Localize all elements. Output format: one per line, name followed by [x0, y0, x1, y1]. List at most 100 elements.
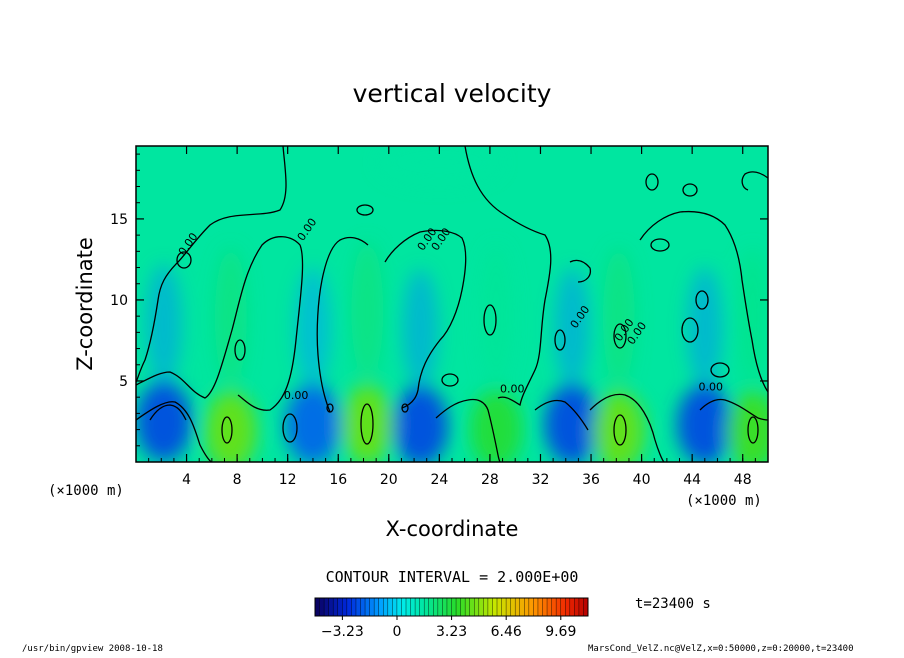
colorbar-cell: [492, 598, 498, 616]
colorbar-cell: [556, 598, 562, 616]
updraft-region: [726, 391, 768, 462]
colorbar-cell: [406, 598, 411, 616]
colorbar-cell: [365, 598, 370, 616]
colorbar-cell: [328, 598, 334, 616]
colorbar-cell: [346, 598, 352, 616]
updraft-plume: [214, 247, 247, 388]
colorbar-cell: [569, 598, 575, 616]
x-tick-label: 4: [182, 472, 191, 488]
colorbar-cell: [547, 598, 552, 616]
colorbar-cell: [424, 598, 430, 616]
updraft-region: [470, 389, 523, 462]
colorbar-cell: [533, 598, 539, 616]
contour-updraft-core: [613, 414, 627, 446]
colorbar-tick-label: 6.46: [491, 624, 522, 640]
contour-loop: [282, 413, 298, 443]
colorbar-cell: [515, 598, 521, 616]
x-unit-right: (×1000 m): [686, 493, 762, 509]
x-tick-label: 16: [329, 472, 347, 488]
colorbar-cell: [474, 598, 480, 616]
x-tick-label: 32: [532, 472, 550, 488]
colorbar-cell: [528, 598, 534, 616]
contour-line: [639, 210, 768, 393]
contour-loop: [681, 317, 699, 343]
contour-line: [149, 404, 187, 421]
colorbar-cell: [433, 598, 439, 616]
contour-loop: [695, 290, 709, 310]
upper-updraft-region: [379, 146, 500, 185]
downdraft-region: [676, 384, 733, 462]
colorbar-cell: [560, 598, 566, 616]
contour-updraft-core: [360, 403, 374, 445]
updraft-plume: [351, 241, 384, 382]
colorbar-cell: [551, 598, 557, 616]
downdraft-plume: [145, 264, 182, 385]
x-tick-label: 44: [683, 472, 701, 488]
footer-source: MarsCond_VelZ.nc@VelZ,x=0:50000,z=0:2000…: [588, 644, 854, 654]
y-tick-label: 15: [110, 212, 128, 228]
x-tick-label: 28: [481, 472, 499, 488]
colorbar-cell: [387, 598, 393, 616]
colorbar-cell: [519, 598, 525, 616]
contour-updraft-core: [747, 416, 759, 444]
colorbar-cell: [487, 598, 493, 616]
y-tick-label: 10: [110, 293, 128, 309]
downdraft-plume: [294, 267, 331, 388]
colorbar-cell: [437, 598, 443, 616]
contour-loop: [613, 323, 627, 349]
colorbar-cell: [497, 598, 502, 616]
colorbar-tick-label: −3.23: [321, 624, 364, 640]
contour-loop: [234, 339, 246, 361]
colorbar-cell: [360, 598, 366, 616]
contour-value-label: 0.00: [500, 382, 524, 395]
colorbar-tick-label: 0: [393, 624, 402, 640]
contour-line: [316, 236, 369, 413]
contour-line: [435, 398, 501, 462]
contour-value-label: 0.00: [698, 381, 723, 394]
colorbar-cell: [456, 598, 461, 616]
colorbar-cell: [524, 598, 530, 616]
colorbar-cell: [501, 598, 507, 616]
colorbar-cell: [442, 598, 448, 616]
contour-line: [136, 401, 213, 462]
contour-loop: [710, 362, 730, 378]
downdraft-region: [136, 381, 192, 462]
contour-updraft-core: [221, 416, 233, 444]
colorbar-cell: [510, 598, 516, 616]
colorbar-cell: [542, 598, 548, 616]
contour-loop: [650, 238, 670, 252]
colorbar-cell: [428, 598, 434, 616]
contour-loop: [176, 251, 192, 269]
colorbar-cell: [355, 598, 361, 616]
contour-loop: [441, 373, 459, 387]
colorbar-cell: [342, 598, 348, 616]
contour-line: [464, 146, 552, 407]
contour-line: [741, 171, 768, 191]
downdraft-region: [392, 386, 449, 462]
contour-interval-label: CONTOUR INTERVAL = 2.000E+00: [326, 568, 579, 586]
updraft-region: [204, 391, 257, 462]
colorbar-cell: [506, 598, 512, 616]
colorbar: −3.23 0 3.23 6.46 9.69: [314, 597, 589, 640]
downdraft-plume: [686, 267, 723, 388]
updraft-region: [341, 384, 394, 462]
colorbar-cell: [337, 598, 343, 616]
downdraft-plume: [554, 267, 591, 388]
colorbar-cell: [351, 598, 357, 616]
colorbar-cell: [537, 598, 543, 616]
colorbar-cell: [410, 598, 416, 616]
contour-loop: [682, 183, 698, 197]
contour-line: [589, 393, 665, 462]
colorbar-cell: [401, 598, 407, 616]
x-tick-label: 24: [430, 472, 448, 488]
colorbar-cell: [583, 598, 589, 616]
contour-line: [699, 398, 768, 421]
colorbar-tick-label: 3.23: [436, 624, 467, 640]
time-label: t=23400 s: [635, 596, 711, 612]
colorbar-cell: [378, 598, 384, 616]
colorbar-tick-label: 9.69: [545, 624, 576, 640]
colorbar-cell: [369, 598, 375, 616]
colorbar-cell: [383, 598, 389, 616]
y-axis-label: Z-coordinate: [73, 237, 97, 371]
downdraft-plume: [402, 269, 439, 390]
